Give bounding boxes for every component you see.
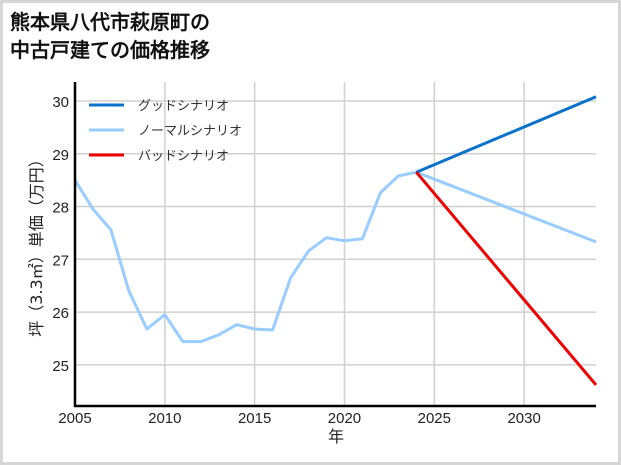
x-tick-label: 2025 bbox=[418, 410, 451, 427]
data-lines bbox=[73, 95, 598, 386]
series-line bbox=[73, 170, 597, 344]
legend-label: グッドシナリオ bbox=[138, 99, 229, 114]
gridlines bbox=[75, 82, 596, 406]
y-tick-label: 25 bbox=[52, 358, 69, 375]
x-tick-label: 2005 bbox=[58, 410, 91, 427]
series-line bbox=[415, 171, 598, 386]
series-line bbox=[415, 95, 597, 174]
title-line-2: 中古戸建ての価格推移 bbox=[10, 38, 210, 62]
y-tick-label: 30 bbox=[52, 94, 69, 111]
x-tick-label: 2010 bbox=[148, 410, 181, 427]
chart-title: 熊本県八代市萩原町の 中古戸建ての価格推移 bbox=[10, 8, 210, 64]
y-axis-label: 坪（3.3㎡）単価（万円） bbox=[27, 151, 46, 336]
x-axis-label: 年 bbox=[328, 427, 344, 446]
legend-label: ノーマルシナリオ bbox=[138, 124, 242, 139]
y-tick-label: 27 bbox=[52, 252, 69, 269]
axes bbox=[73, 82, 596, 408]
x-tick-label: 2030 bbox=[507, 410, 540, 427]
x-tick-label: 2015 bbox=[238, 410, 271, 427]
x-tick-label: 2020 bbox=[328, 410, 361, 427]
y-tick-label: 29 bbox=[52, 147, 69, 164]
y-tick-label: 26 bbox=[52, 305, 69, 322]
y-tick-label: 28 bbox=[52, 200, 69, 217]
legend-label: バッドシナリオ bbox=[138, 149, 229, 164]
tick-labels: 2005 2010 2015 2020 2025 2030 25 26 27 28 29 30 bbox=[52, 94, 541, 427]
title-line-1: 熊本県八代市萩原町の bbox=[10, 10, 210, 34]
